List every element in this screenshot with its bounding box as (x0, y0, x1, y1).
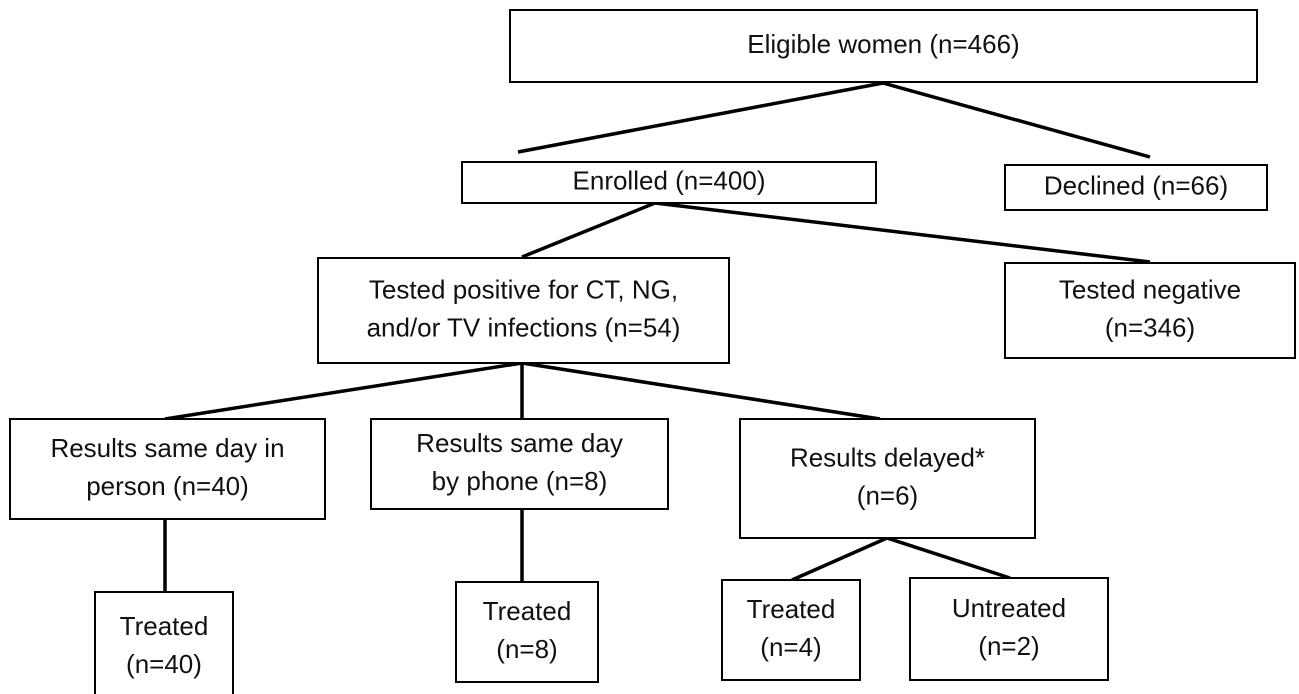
node-box (317, 257, 730, 364)
node: Results same day in person (n=40) (9, 418, 326, 520)
edge (882, 81, 1151, 159)
edges (163, 81, 1151, 592)
edge (164, 361, 523, 421)
node: Enrolled (n=400) (461, 161, 877, 204)
node: Treated (n=40) (94, 591, 234, 694)
node-label: Results same day in (50, 433, 284, 463)
node-box (461, 161, 877, 204)
edge (654, 201, 1151, 264)
node-label: Treated (483, 596, 572, 626)
node: Results delayed* (n=6) (739, 418, 1036, 539)
node: Eligible women (n=466) (509, 9, 1258, 83)
node-label: (n=40) (126, 649, 202, 679)
node-label: (n=2) (978, 631, 1039, 661)
edge (886, 536, 1011, 580)
node-label: Results same day (416, 428, 623, 458)
edge (517, 81, 884, 154)
node-label: Treated (747, 594, 836, 624)
node: Treated (n=8) (455, 581, 599, 683)
node-box (94, 591, 234, 694)
node-box (455, 581, 599, 683)
node-label: Results delayed* (790, 442, 985, 472)
node-label: and/or TV infections (n=54) (367, 312, 681, 342)
node-label: Tested positive for CT, NG, (369, 274, 678, 304)
node-label: (n=346) (1105, 312, 1195, 342)
node: Tested positive for CT, NG, and/or TV inf… (317, 257, 730, 364)
nodes: Eligible women (n=466) Enrolled (n=400) De… (9, 9, 1296, 694)
edge (521, 361, 881, 421)
node-label: Enrolled (n=400) (573, 165, 766, 195)
node: Declined (n=66) (1004, 164, 1268, 211)
node-label: Eligible women (n=466) (747, 29, 1019, 59)
node-box (9, 418, 326, 520)
node: Treated (n=4) (721, 579, 861, 681)
node-box (721, 579, 861, 681)
edge (521, 201, 656, 259)
node-label: person (n=40) (86, 471, 249, 501)
node-label: Declined (n=66) (1044, 170, 1228, 200)
edge (791, 536, 888, 582)
node-box (509, 9, 1258, 83)
node-box (1004, 164, 1268, 211)
node-label: (n=4) (760, 632, 821, 662)
node-box (739, 418, 1036, 539)
node-label: by phone (n=8) (432, 466, 608, 496)
node-box (909, 577, 1109, 681)
node-label: Tested negative (1059, 274, 1241, 304)
node-label: Untreated (952, 593, 1066, 623)
node-box (370, 418, 669, 510)
node: Results same day by phone (n=8) (370, 418, 669, 510)
node: Untreated (n=2) (909, 577, 1109, 681)
node-box (1004, 262, 1296, 359)
node-label: Treated (120, 611, 209, 641)
node-label: (n=6) (857, 480, 918, 510)
node: Tested negative (n=346) (1004, 262, 1296, 359)
node-label: (n=8) (496, 634, 557, 664)
